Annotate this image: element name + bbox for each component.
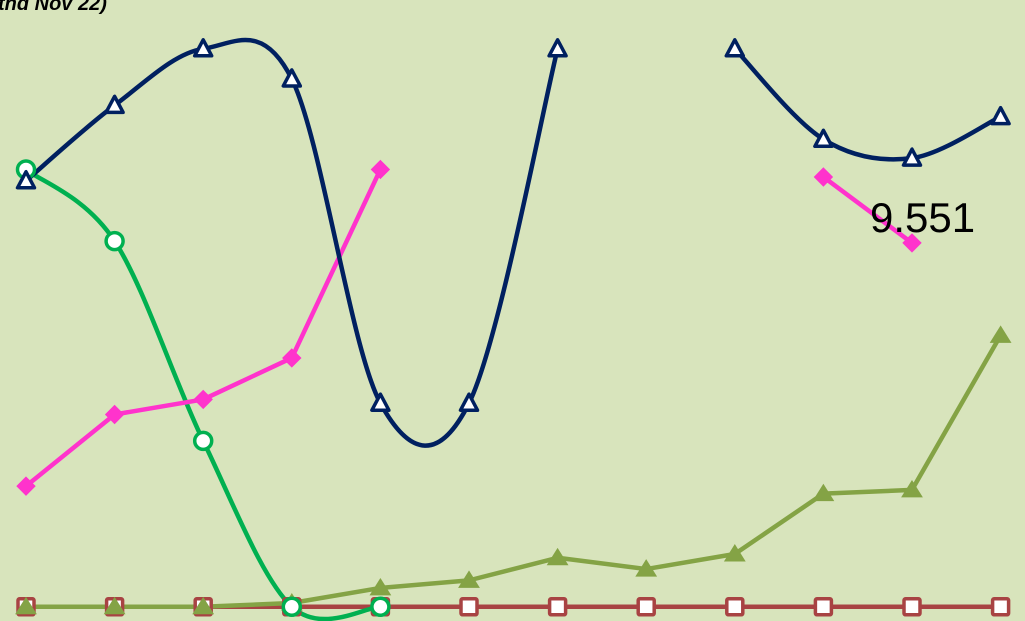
data-point-magenta-2 bbox=[104, 404, 125, 425]
data-point-red-8 bbox=[636, 597, 656, 617]
data-point-red-9 bbox=[725, 597, 745, 617]
data-point-navy-7 bbox=[547, 38, 568, 58]
data-point-red-12 bbox=[990, 597, 1011, 617]
data-point-olive-3 bbox=[192, 596, 215, 615]
data-point-olive-8 bbox=[635, 559, 658, 577]
data-point-navy-12 bbox=[990, 105, 1011, 126]
data-point-navy-4 bbox=[281, 68, 303, 88]
data-point-magenta-11 bbox=[902, 233, 922, 253]
data-point-olive-6 bbox=[458, 570, 480, 588]
data-point-red-7 bbox=[547, 597, 568, 617]
data-point-olive-2 bbox=[103, 596, 126, 615]
data-point-navy-3 bbox=[192, 38, 214, 58]
data-point-red-10 bbox=[813, 597, 834, 617]
data-point-green-3 bbox=[192, 430, 214, 452]
data-point-navy-1 bbox=[15, 170, 37, 190]
series-line-magenta-1 bbox=[821, 174, 915, 246]
data-point-magenta-4 bbox=[282, 348, 302, 368]
data-point-red-11 bbox=[902, 597, 922, 617]
label-layer: 9.551 bbox=[870, 194, 975, 241]
data-point-magenta-10 bbox=[813, 167, 834, 187]
data-point-olive-12 bbox=[989, 325, 1012, 343]
data-point-olive-1 bbox=[15, 596, 37, 615]
chart-subtitle: thd Nov 22) bbox=[0, 0, 107, 15]
data-point-magenta-3 bbox=[193, 389, 213, 410]
data-point-green-4 bbox=[281, 596, 303, 618]
data-label-magenta-11: 9.551 bbox=[870, 194, 975, 241]
data-point-magenta-1 bbox=[16, 476, 36, 496]
data-point-navy-10 bbox=[813, 128, 834, 149]
series-layer bbox=[15, 37, 1012, 621]
series-line-olive-0 bbox=[23, 333, 1003, 610]
series-line-navy-1 bbox=[732, 46, 1003, 162]
data-point-magenta-5 bbox=[370, 159, 391, 180]
data-point-olive-5 bbox=[369, 577, 392, 596]
data-point-navy-6 bbox=[458, 392, 480, 412]
data-point-olive-7 bbox=[546, 547, 569, 566]
data-point-navy-11 bbox=[901, 147, 923, 167]
data-point-olive-11 bbox=[901, 479, 923, 498]
data-point-olive-10 bbox=[812, 483, 835, 502]
data-point-red-6 bbox=[459, 597, 479, 617]
data-point-navy-5 bbox=[370, 392, 391, 412]
data-point-green-5 bbox=[370, 596, 391, 618]
data-point-navy-2 bbox=[104, 94, 125, 115]
data-point-navy-9 bbox=[724, 38, 746, 58]
series-line-navy-0 bbox=[23, 37, 560, 448]
data-point-green-2 bbox=[104, 230, 125, 252]
data-point-olive-9 bbox=[723, 544, 746, 562]
